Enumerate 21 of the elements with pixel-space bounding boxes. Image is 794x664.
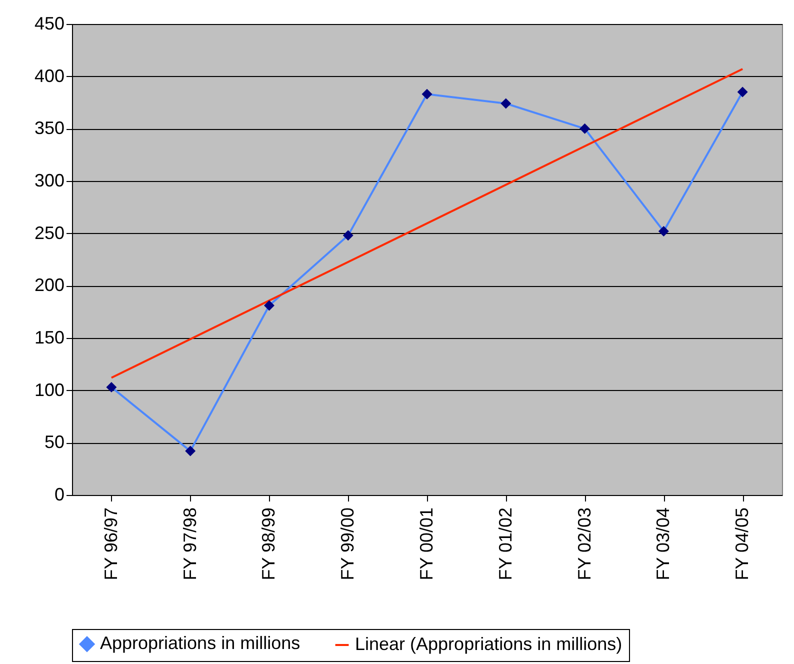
y-tick-label: 0: [54, 484, 64, 504]
x-tick-label: FY 02/03: [574, 508, 594, 580]
y-tick-label: 450: [34, 14, 64, 34]
y-tick-label: 200: [34, 275, 64, 296]
x-tick-label: FY 03/04: [653, 508, 674, 580]
legend-label: Linear (Appropriations in millions): [355, 634, 622, 654]
y-tick-label: 300: [34, 170, 64, 190]
x-tick-label: FY 04/05: [732, 508, 752, 580]
x-tick-label: FY 98/99: [258, 508, 279, 580]
y-tick-label: 350: [34, 118, 64, 138]
x-tick-label: FY 99/00: [338, 508, 358, 580]
x-tick-label: FY 96/97: [100, 508, 121, 580]
x-tick-label: FY 01/02: [495, 508, 516, 580]
x-tick-label: FY 97/98: [180, 508, 200, 580]
y-tick-label: 250: [34, 222, 64, 243]
y-tick-label: 400: [34, 66, 64, 86]
y-tick-label: 100: [34, 380, 64, 400]
y-tick-label: 150: [34, 328, 64, 348]
x-tick-label: FY 00/01: [416, 508, 436, 580]
legend-label: Appropriations in millions: [100, 633, 300, 654]
y-tick-label: 50: [44, 432, 64, 452]
